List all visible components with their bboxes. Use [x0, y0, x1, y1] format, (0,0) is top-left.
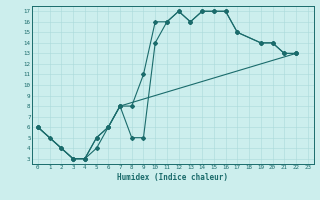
X-axis label: Humidex (Indice chaleur): Humidex (Indice chaleur) [117, 173, 228, 182]
